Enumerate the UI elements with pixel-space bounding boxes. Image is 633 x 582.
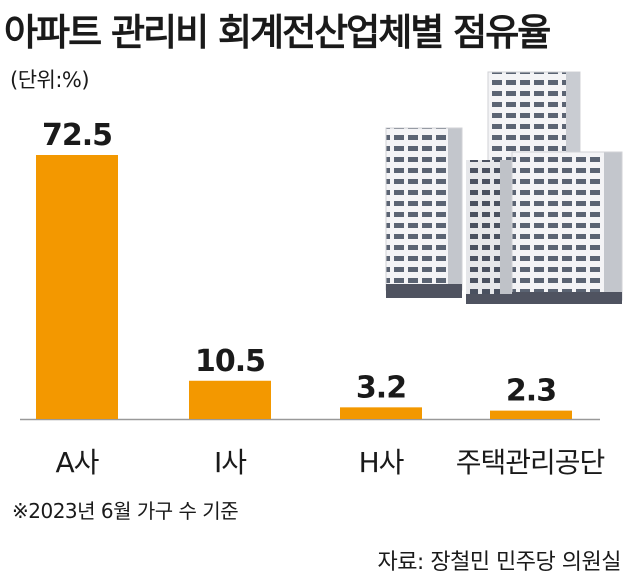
bar (490, 410, 572, 419)
source-label: 자료: 장철민 민주당 의원실 (377, 550, 621, 575)
bar-value-label: 10.5 (195, 344, 265, 379)
category-label: 주택관리공단 (456, 446, 605, 479)
unit-label: (단위:%) (10, 68, 90, 92)
chart-title: 아파트 관리비 회계전산업체별 점유율 (4, 11, 551, 54)
bar (340, 407, 422, 419)
bar-value-label: 3.2 (356, 370, 406, 405)
bar (189, 380, 271, 419)
bar (36, 155, 118, 419)
category-label: H사 (359, 446, 404, 479)
category-label: I사 (214, 446, 246, 479)
bar-value-label: 2.3 (506, 374, 556, 409)
bar-value-label: 72.5 (42, 118, 112, 153)
footnote: ※2023년 6월 가구 수 기준 (12, 499, 239, 523)
category-label: A사 (56, 446, 99, 479)
